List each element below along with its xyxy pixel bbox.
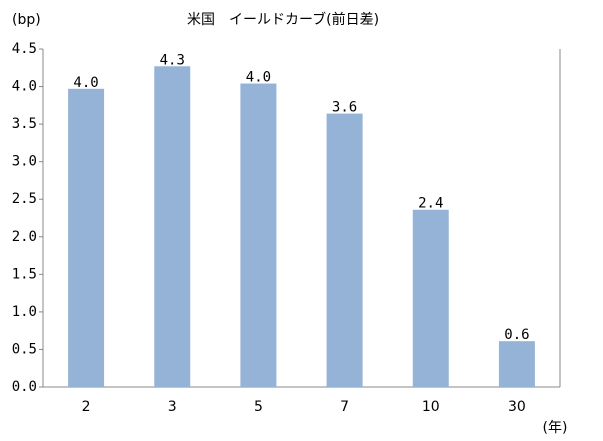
y-tick-label: 0.0 — [12, 379, 37, 395]
x-tick-label: 7 — [340, 399, 349, 415]
value-label: 4.0 — [73, 75, 98, 91]
bar — [68, 88, 105, 387]
chart-title: 米国 イールドカーブ(前日差) — [187, 11, 379, 28]
value-label: 4.3 — [160, 52, 185, 68]
y-tick-label: 2.5 — [12, 191, 37, 207]
y-tick-label: 1.5 — [12, 266, 37, 282]
y-tick-label: 3.5 — [12, 116, 37, 132]
y-tick-label: 1.0 — [12, 304, 37, 320]
x-axis-label: (年) — [543, 420, 568, 436]
y-tick-label: 2.0 — [12, 229, 37, 245]
y-tick-label: 4.0 — [12, 79, 37, 95]
x-tick-label: 30 — [508, 399, 526, 415]
value-label: 3.6 — [332, 100, 357, 116]
y-tick-label: 3.0 — [12, 154, 37, 170]
bar — [326, 113, 363, 388]
y-tick-label: 4.5 — [12, 41, 37, 57]
bar — [498, 341, 535, 387]
x-tick-label: 10 — [422, 399, 440, 415]
value-label: 4.0 — [246, 70, 271, 86]
y-axis-label: (bp) — [12, 12, 41, 28]
x-tick-label: 5 — [254, 399, 263, 415]
bar — [240, 83, 277, 387]
bar — [154, 66, 191, 387]
y-tick-label: 0.5 — [12, 341, 37, 357]
x-tick-label: 3 — [168, 399, 177, 415]
value-label: 2.4 — [418, 196, 443, 212]
x-tick-label: 2 — [82, 399, 91, 415]
value-label: 0.6 — [504, 327, 529, 343]
bar — [412, 209, 449, 387]
